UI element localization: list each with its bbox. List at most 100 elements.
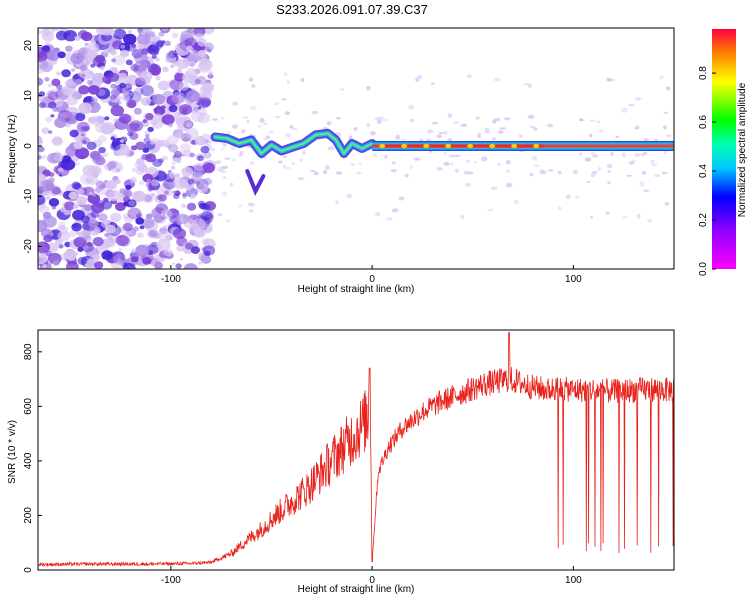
noise-blob bbox=[82, 229, 91, 237]
noise-blob bbox=[173, 61, 180, 67]
faint-blob bbox=[449, 162, 454, 165]
faint-blob bbox=[325, 165, 330, 170]
snr-x-tick-label: 0 bbox=[369, 575, 375, 586]
faint-blob bbox=[241, 129, 246, 134]
snr-frame bbox=[37, 329, 675, 571]
noise-blob bbox=[145, 213, 153, 219]
noise-blob bbox=[76, 195, 88, 206]
noise-blob bbox=[38, 194, 46, 206]
faint-blob bbox=[663, 111, 669, 114]
noise-blob bbox=[66, 95, 78, 106]
noise-blob bbox=[168, 143, 179, 153]
faint-blob bbox=[659, 75, 664, 80]
snr-y-tick-label: 800 bbox=[23, 343, 34, 360]
faint-blob bbox=[531, 156, 538, 161]
faint-blob bbox=[350, 163, 355, 166]
noise-blob bbox=[64, 241, 72, 248]
noise-blob bbox=[86, 42, 100, 53]
noise-blob bbox=[58, 244, 64, 249]
faint-blob bbox=[216, 160, 222, 165]
noise-blob bbox=[155, 139, 165, 148]
faint-blob bbox=[533, 127, 538, 131]
faint-blob bbox=[661, 171, 668, 175]
faint-blob bbox=[374, 117, 381, 121]
noise-blob bbox=[176, 159, 181, 164]
noise-blob bbox=[141, 217, 155, 229]
faint-blob bbox=[292, 127, 298, 131]
noise-blob bbox=[185, 68, 199, 79]
noise-blob bbox=[114, 91, 118, 95]
noise-blob bbox=[194, 247, 200, 251]
noise-blob bbox=[199, 157, 204, 161]
faint-blob bbox=[340, 88, 345, 91]
noise-blob bbox=[38, 253, 48, 265]
noise-blob bbox=[125, 184, 132, 190]
heatmap-y-tick-label: 20 bbox=[23, 40, 34, 52]
noise-blob bbox=[186, 45, 193, 52]
faint-blob bbox=[412, 157, 420, 161]
faint-blob bbox=[463, 170, 470, 175]
faint-blob bbox=[628, 161, 635, 165]
noise-blob bbox=[171, 161, 176, 165]
faint-blob bbox=[353, 127, 358, 131]
faint-blob bbox=[497, 130, 504, 134]
faint-blob bbox=[460, 123, 468, 127]
faint-blob bbox=[598, 129, 604, 133]
noise-blob bbox=[77, 247, 84, 252]
snr-y-axis-label: SNR (10 * v/v) bbox=[7, 420, 18, 484]
noise-blob bbox=[102, 152, 109, 158]
faint-blob bbox=[654, 138, 658, 141]
faint-blob bbox=[431, 121, 439, 125]
faint-blob bbox=[454, 168, 460, 173]
noise-blob bbox=[64, 249, 76, 260]
noise-blob bbox=[42, 48, 49, 55]
noise-blob bbox=[184, 37, 198, 49]
faint-blob bbox=[408, 104, 414, 110]
faint-blob bbox=[225, 219, 230, 223]
noise-blob bbox=[165, 58, 171, 63]
faint-blob bbox=[647, 218, 653, 223]
noise-blob bbox=[196, 183, 209, 194]
noise-blob bbox=[171, 262, 176, 266]
faint-blob bbox=[622, 152, 626, 158]
faint-blob bbox=[289, 125, 294, 129]
noise-blob bbox=[77, 256, 88, 265]
faint-blob bbox=[224, 157, 231, 160]
faint-blob bbox=[607, 181, 611, 185]
noise-blob bbox=[50, 114, 55, 118]
signal-bead bbox=[445, 144, 452, 148]
faint-blob bbox=[285, 133, 292, 137]
faint-blob bbox=[650, 159, 655, 164]
noise-blob bbox=[91, 96, 98, 101]
colorbar-tick-label: 0.8 bbox=[698, 66, 709, 80]
faint-blob bbox=[248, 209, 254, 213]
noise-blob bbox=[73, 236, 87, 248]
noise-blob bbox=[142, 119, 148, 124]
noise-blob bbox=[42, 211, 52, 219]
noise-blob bbox=[93, 254, 101, 261]
noise-blob bbox=[174, 42, 187, 53]
faint-blob bbox=[465, 182, 471, 187]
noise-blob bbox=[106, 161, 117, 170]
faint-blob bbox=[427, 129, 434, 134]
noise-blob bbox=[201, 237, 210, 245]
noise-blob bbox=[162, 179, 176, 190]
faint-blob bbox=[634, 97, 642, 101]
faint-blob bbox=[436, 134, 443, 139]
faint-blob bbox=[259, 118, 265, 123]
faint-blob bbox=[221, 165, 229, 170]
faint-blob bbox=[607, 170, 611, 173]
colorbar: 0.0 0.2 0.4 0.6 0.8 Normalized spectral ampl… bbox=[698, 29, 748, 276]
noise-blob bbox=[69, 129, 79, 138]
noise-blob bbox=[129, 177, 138, 184]
noise-blob bbox=[88, 85, 100, 95]
noise-blob bbox=[132, 190, 146, 203]
heatmap-frame bbox=[37, 27, 675, 270]
faint-blob bbox=[558, 206, 562, 210]
faint-blob bbox=[263, 137, 269, 141]
heatmap-x-tick-label: 100 bbox=[565, 274, 582, 285]
faint-blob bbox=[610, 151, 614, 157]
faint-blob bbox=[639, 181, 645, 187]
noise-blob bbox=[57, 221, 66, 228]
noise-blob bbox=[113, 28, 127, 40]
